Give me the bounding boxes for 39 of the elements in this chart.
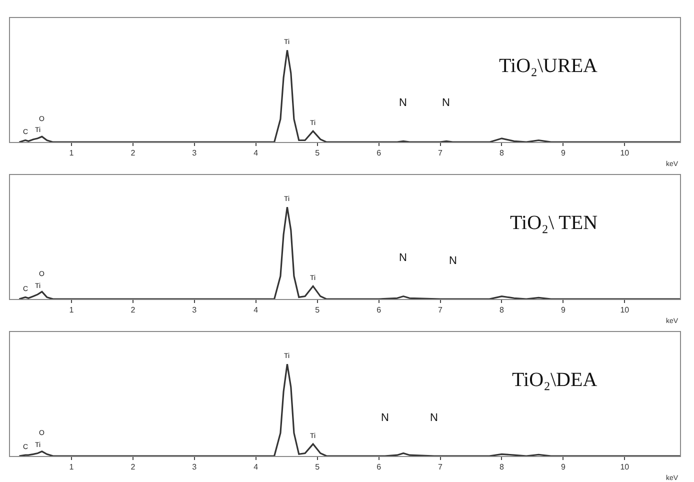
x-tick-label: 10 [620,462,630,472]
x-tick-label: 9 [560,148,566,158]
x-tick-label: 1 [69,306,74,315]
x-tick-label: 7 [438,462,444,472]
x-tick-label: 6 [376,148,382,158]
x-tick-label: 4 [254,306,259,315]
chart-title: TiO₂\DEA [512,369,598,391]
x-tick-label: 7 [438,148,444,158]
annotation: N [399,252,407,264]
x-tick-label: 2 [130,462,136,472]
annotation: N [430,412,438,424]
annotation: N [381,412,389,424]
x-tick-label: 2 [130,306,136,315]
x-tick-label: 4 [254,148,259,158]
annotation: N [399,97,407,109]
x-tick-label: 8 [500,148,505,158]
x-tick-label: 6 [376,462,382,472]
x-tick-label: 8 [500,306,505,315]
x-tick-label: 1 [69,462,74,472]
x-tick-label: 9 [560,462,566,472]
x-tick-label: 2 [130,148,136,158]
x-tick-label: 10 [620,306,630,315]
x-tick-label: 4 [254,462,259,472]
x-tick-label: 3 [192,148,198,158]
annotation: N [449,255,457,267]
chart-title: TiO₂\ TEN [510,212,598,234]
x-tick-label: 10 [620,148,630,158]
x-tick-label: 6 [376,306,382,315]
x-tick-label: 1 [69,148,74,158]
x-tick-label: 3 [192,306,198,315]
x-tick-label: 5 [315,462,320,472]
x-tick-label: 9 [560,306,566,315]
x-tick-label: 7 [438,306,444,315]
x-tick-label: 5 [315,148,320,158]
chart-title: TiO₂\UREA [499,55,598,77]
x-tick-label: 8 [500,462,505,472]
x-tick-label: 3 [192,462,198,472]
annotation: N [442,97,450,109]
x-tick-label: 5 [315,306,320,315]
